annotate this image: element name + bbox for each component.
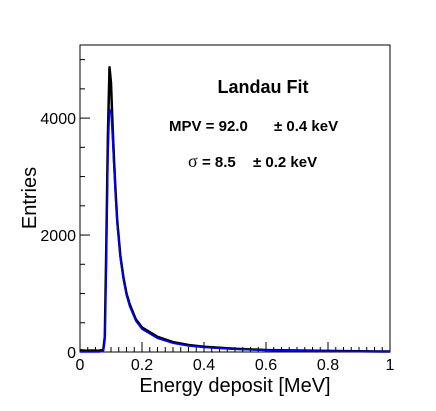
x-tick-label: 0.2	[131, 357, 153, 374]
annotation-sigma-symbol: σ	[188, 151, 198, 171]
x-tick-label: 0.4	[193, 357, 215, 374]
x-axis-title: Energy deposit [MeV]	[139, 375, 330, 397]
x-tick-label: 0.6	[255, 357, 277, 374]
landau-fit-line	[80, 108, 391, 353]
annotation-sigma: = 8.5	[202, 154, 236, 171]
annotation-sigma-error: ± 0.2 keV	[253, 154, 317, 171]
fit-annotation: Landau Fit MPV = 92.0 ± 0.4 keV σ = 8.5 …	[169, 77, 338, 171]
y-tick-label: 4000	[40, 111, 76, 128]
y-axis-title: Entries	[19, 167, 41, 229]
y-axis-ticks: 0 2000 4000	[40, 59, 90, 362]
y-tick-label: 0	[67, 345, 76, 362]
annotation-title: Landau Fit	[218, 77, 309, 97]
x-tick-label: 0	[76, 357, 85, 374]
x-tick-label: 0.8	[317, 357, 339, 374]
x-tick-label: 1	[386, 357, 395, 374]
series-layer	[79, 65, 391, 353]
y-tick-label: 2000	[40, 228, 76, 245]
annotation-mpv: MPV = 92.0	[169, 118, 248, 135]
x-axis-ticks: 0 0.2 0.4 0.6 0.8 1	[76, 342, 395, 374]
data-histogram-line	[79, 65, 391, 353]
annotation-mpv-error: ± 0.4 keV	[274, 118, 338, 135]
